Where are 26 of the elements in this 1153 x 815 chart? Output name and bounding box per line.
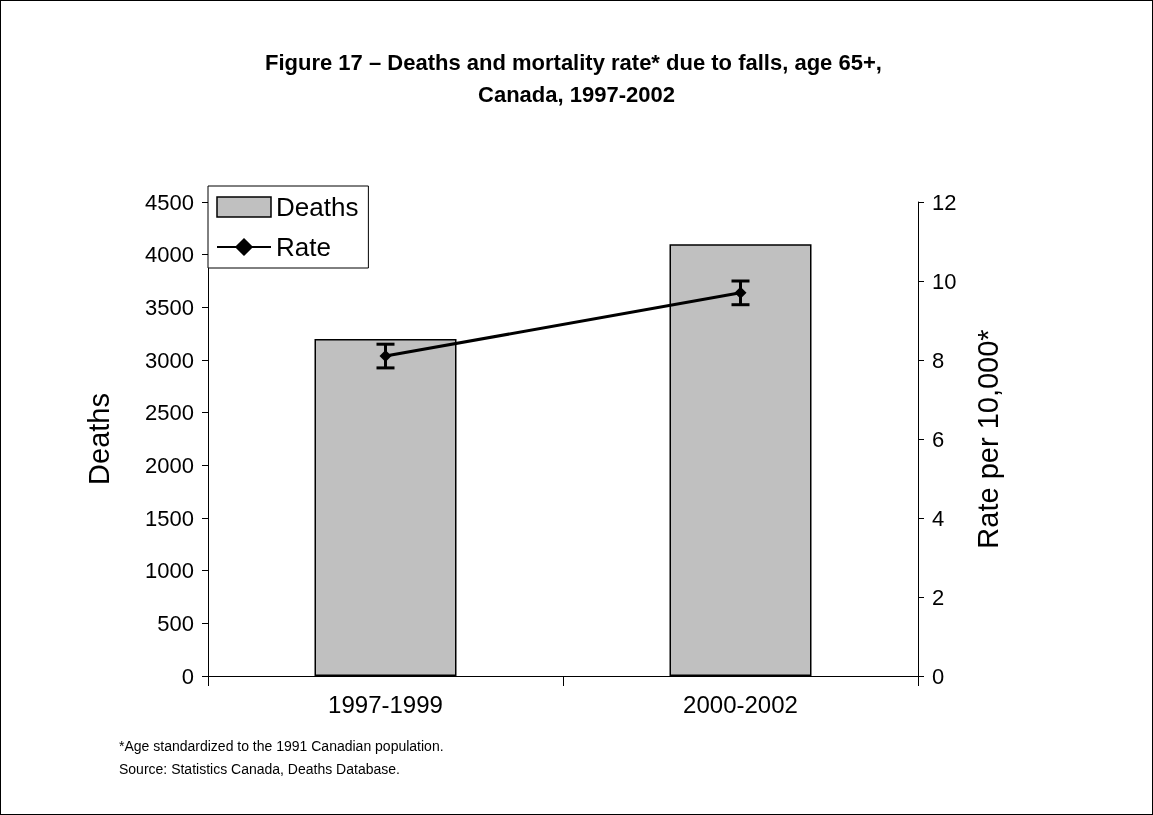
legend-label: Rate bbox=[276, 232, 331, 262]
x-tick-label: 2000-2002 bbox=[683, 690, 798, 718]
x-tick-label: 1997-1999 bbox=[328, 690, 443, 718]
chart-title: Figure 17 – Deaths and mortality rate* due to falls, age 65+, Canada, 1997-2002 bbox=[265, 49, 888, 107]
y2-axis-title: Rate per 10,000* bbox=[971, 329, 1004, 549]
y2-tick-label: 8 bbox=[932, 347, 945, 373]
source-note: Source: Statistics Canada, Deaths Database. bbox=[119, 761, 400, 777]
y2-tick-label: 6 bbox=[932, 426, 945, 452]
y2-tick-label: 10 bbox=[932, 268, 957, 294]
y-tick-label: 2500 bbox=[145, 400, 194, 426]
y-axis-title: Deaths bbox=[82, 393, 115, 485]
y2-tick-label: 4 bbox=[932, 505, 945, 531]
y-tick-label: 4000 bbox=[145, 242, 194, 268]
text: *Age standardized to the 1991 Canadian population. bbox=[119, 738, 444, 754]
y2-tick-label: 0 bbox=[932, 663, 945, 689]
y-tick-label: 1000 bbox=[145, 558, 194, 584]
y2-tick-label: 2 bbox=[932, 584, 945, 610]
y-tick-label: 1500 bbox=[145, 505, 194, 531]
y2-tick-label: 12 bbox=[932, 189, 957, 215]
y-tick-label: 0 bbox=[181, 663, 194, 689]
y-tick-label: 3000 bbox=[145, 347, 194, 373]
legend-label: Deaths bbox=[276, 192, 359, 222]
y-tick-label: 4500 bbox=[145, 189, 194, 215]
y-tick-label: 2000 bbox=[145, 452, 194, 478]
y-tick-label: 500 bbox=[157, 610, 194, 636]
y-tick-label: 3500 bbox=[145, 294, 194, 320]
